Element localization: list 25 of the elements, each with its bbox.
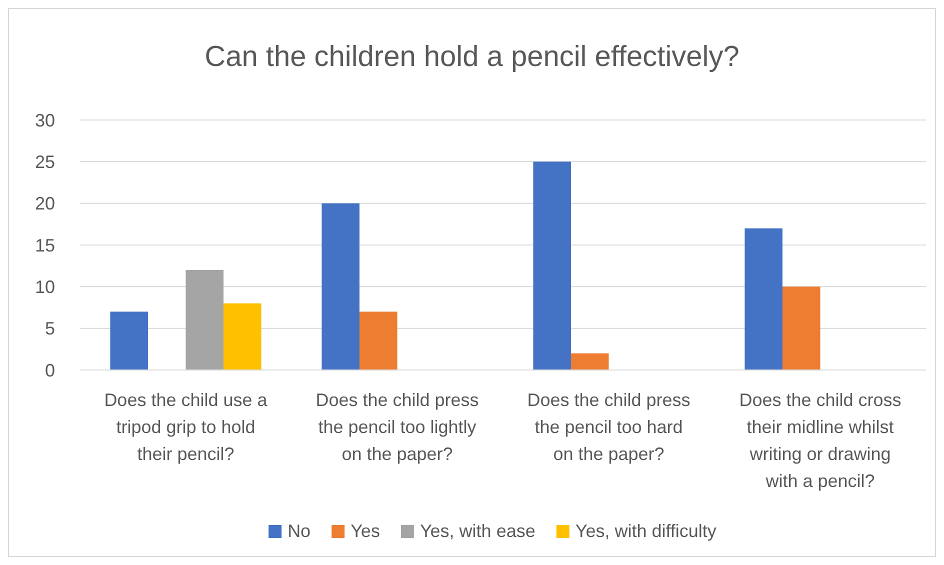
x-tick-label: Does the child use a tripod grip to hold their pencil? xyxy=(104,390,268,464)
y-tick-label: 0 xyxy=(44,360,55,380)
bar xyxy=(533,162,571,370)
legend-label: No xyxy=(288,521,311,541)
bar xyxy=(224,303,262,370)
legend-label: Yes, with difficulty xyxy=(575,521,716,541)
bar xyxy=(322,203,360,370)
y-tick-label: 10 xyxy=(34,276,55,297)
x-tick-label: Does the child press the pencil too lightly on the paper? xyxy=(316,390,479,464)
y-tick-label: 30 xyxy=(34,110,55,130)
bar xyxy=(782,286,820,370)
bar xyxy=(359,312,398,370)
y-tick-label: 15 xyxy=(34,235,55,256)
y-tick-label: 5 xyxy=(44,318,55,339)
bar xyxy=(744,228,782,370)
y-tick-label: 20 xyxy=(34,194,55,214)
legend-label: Yes, with ease xyxy=(420,521,536,541)
bar xyxy=(186,270,224,370)
legend-label: Yes xyxy=(350,521,380,541)
y-tick-label: 25 xyxy=(34,152,55,172)
x-tick-label: Does the child press the pencil too hard on the paper? xyxy=(527,390,690,464)
chart-title: Can the children hold a pencil effectively? xyxy=(204,41,740,73)
bar xyxy=(110,312,148,370)
x-tick-label: Does the child cross their midline whilst writing or drawing with a pencil? xyxy=(739,390,902,491)
bar xyxy=(570,353,609,370)
